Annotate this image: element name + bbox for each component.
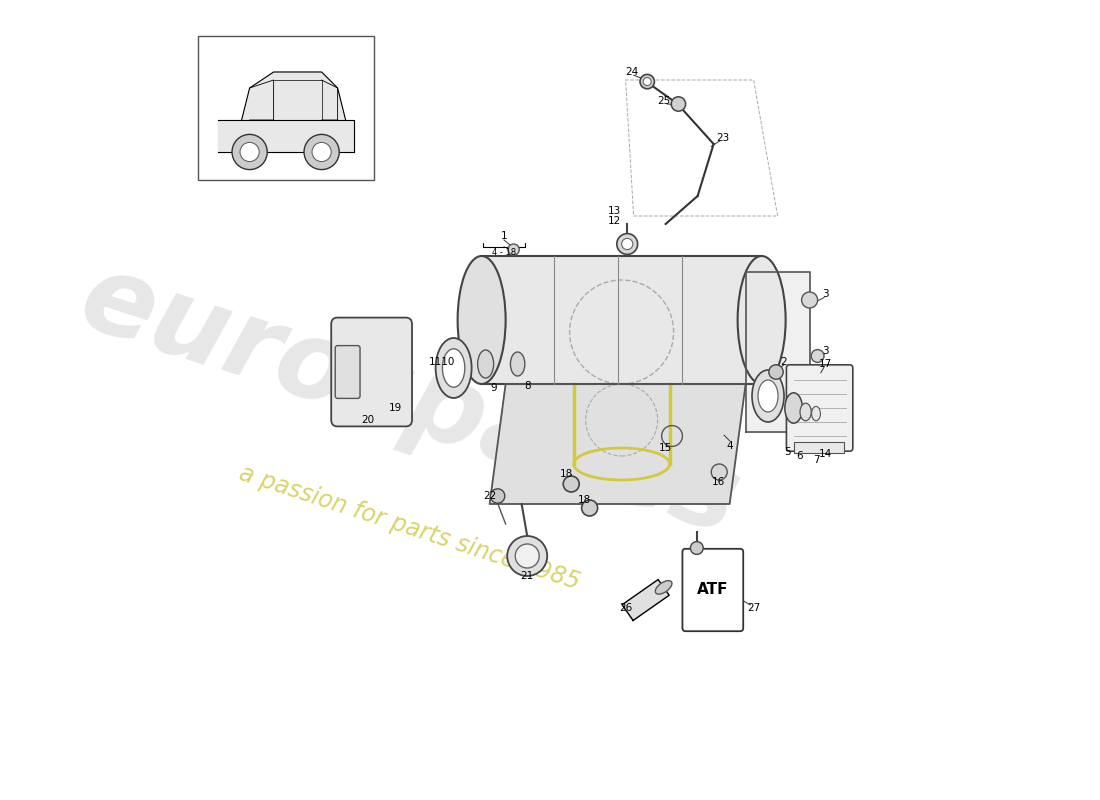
Ellipse shape: [510, 352, 525, 376]
Circle shape: [304, 134, 339, 170]
Circle shape: [582, 500, 597, 516]
Text: 7: 7: [813, 455, 820, 465]
Circle shape: [811, 350, 824, 362]
Ellipse shape: [752, 370, 784, 422]
Circle shape: [671, 97, 685, 111]
FancyBboxPatch shape: [682, 549, 744, 631]
Text: 16: 16: [712, 478, 725, 487]
Text: 20: 20: [362, 415, 375, 425]
Text: 21: 21: [520, 571, 534, 581]
Text: 22: 22: [483, 491, 496, 501]
Text: 19: 19: [388, 403, 401, 413]
Polygon shape: [746, 272, 810, 432]
Polygon shape: [218, 120, 353, 152]
Text: 12: 12: [608, 216, 622, 226]
Text: 17: 17: [820, 359, 833, 369]
Text: eurospares: eurospares: [67, 244, 752, 556]
Circle shape: [240, 142, 260, 162]
FancyBboxPatch shape: [331, 318, 412, 426]
FancyBboxPatch shape: [794, 442, 844, 453]
Circle shape: [617, 234, 638, 254]
Ellipse shape: [458, 256, 506, 384]
FancyBboxPatch shape: [336, 346, 360, 398]
Circle shape: [563, 476, 580, 492]
Text: 24: 24: [626, 67, 639, 77]
Ellipse shape: [436, 338, 472, 398]
Ellipse shape: [656, 581, 672, 594]
Polygon shape: [242, 72, 345, 120]
Text: 8: 8: [525, 381, 531, 390]
Text: 18: 18: [560, 470, 573, 479]
Text: 3: 3: [823, 346, 829, 356]
Ellipse shape: [758, 380, 778, 412]
Polygon shape: [490, 384, 746, 504]
Text: 13: 13: [608, 206, 622, 216]
Circle shape: [644, 78, 651, 86]
Circle shape: [712, 464, 727, 480]
Circle shape: [312, 142, 331, 162]
Polygon shape: [626, 80, 778, 216]
Text: a passion for parts since 1985: a passion for parts since 1985: [236, 462, 583, 594]
Text: 2: 2: [781, 357, 788, 366]
FancyBboxPatch shape: [198, 36, 374, 180]
FancyBboxPatch shape: [786, 365, 852, 451]
Text: 27: 27: [747, 603, 760, 613]
Text: 25: 25: [658, 96, 671, 106]
Text: 6: 6: [796, 451, 803, 461]
Circle shape: [769, 365, 783, 379]
Circle shape: [691, 542, 703, 554]
Ellipse shape: [812, 406, 821, 421]
Ellipse shape: [477, 350, 494, 378]
Ellipse shape: [442, 349, 465, 387]
Text: 1110: 1110: [428, 358, 454, 367]
Circle shape: [802, 292, 817, 308]
Text: 4 - 18: 4 - 18: [492, 248, 516, 258]
Text: 26: 26: [619, 603, 632, 613]
Circle shape: [508, 244, 519, 255]
Text: 9: 9: [491, 383, 497, 393]
Text: 4: 4: [726, 441, 733, 450]
Text: 14: 14: [820, 450, 833, 459]
Circle shape: [491, 489, 505, 503]
Polygon shape: [482, 256, 761, 384]
Text: 18: 18: [579, 495, 592, 505]
Circle shape: [507, 536, 547, 576]
Text: 15: 15: [659, 443, 672, 453]
Text: 1: 1: [500, 231, 507, 241]
Text: 5: 5: [784, 447, 791, 457]
Ellipse shape: [800, 403, 811, 421]
Text: 3: 3: [823, 290, 829, 299]
Circle shape: [621, 238, 632, 250]
Polygon shape: [623, 579, 669, 621]
Text: ATF: ATF: [697, 582, 728, 597]
Circle shape: [640, 74, 654, 89]
Circle shape: [232, 134, 267, 170]
Ellipse shape: [738, 256, 785, 384]
Text: 23: 23: [716, 133, 729, 142]
Ellipse shape: [784, 393, 802, 423]
Circle shape: [515, 544, 539, 568]
